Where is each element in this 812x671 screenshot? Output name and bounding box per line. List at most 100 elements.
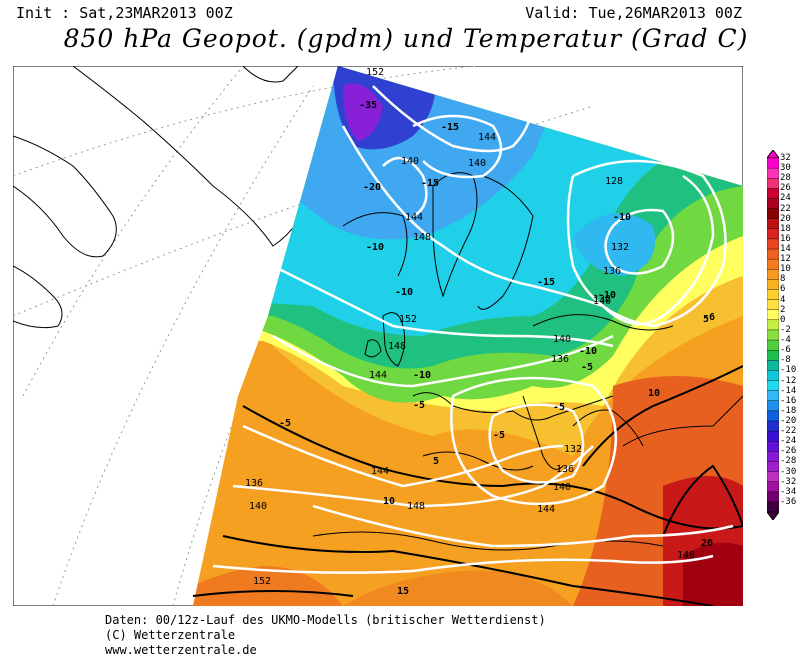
colorbar-cell (767, 248, 779, 260)
colorbar-label: 12 (780, 254, 791, 265)
colorbar-label: -36 (780, 496, 797, 507)
colorbar-top-arrow (767, 150, 779, 159)
coastline-europe (312, 172, 743, 551)
colorbar-cell (767, 380, 779, 392)
colorbar-cell (767, 157, 779, 169)
colorbar-label: 6 (780, 284, 786, 295)
colorbar-cell (767, 208, 779, 220)
colorbar-label: 26 (780, 183, 791, 194)
colorbar-cell (767, 491, 779, 503)
temp-label: -5 (581, 362, 593, 373)
colorbar-cell (767, 258, 779, 270)
geo-label: 136 (245, 478, 263, 489)
colorbar-cell (767, 279, 779, 291)
colorbar-label: -32 (780, 476, 797, 487)
colorbar-label: 30 (780, 163, 791, 174)
colorbar-cell (767, 420, 779, 432)
temp-label: 20 (701, 538, 713, 549)
colorbar-cell (767, 289, 779, 301)
data-source-footer: Daten: 00/12z-Lauf des UKMO-Modells (bri… (105, 613, 546, 658)
colorbar-cell (767, 188, 779, 200)
colorbar-label: -26 (780, 446, 797, 457)
temp-label: 5 (433, 456, 439, 467)
geo-label: 140 (593, 296, 611, 307)
colorbar-label: 28 (780, 173, 791, 184)
colorbar-label: -28 (780, 456, 797, 467)
temp-label: 15 (397, 586, 409, 597)
colorbar-cell (767, 329, 779, 341)
geo-label: 152 (399, 314, 417, 325)
geo-label: 144 (537, 504, 555, 515)
geo-label: 140 (468, 158, 486, 169)
colorbar-label: -20 (780, 415, 797, 426)
colorbar-label: 8 (780, 274, 786, 285)
colorbar-cell (767, 360, 779, 372)
colorbar-label: 4 (780, 294, 786, 305)
chart-title: 850 hPa Geopot. (gpdm) und Temperatur (G… (63, 24, 749, 53)
geo-label: 148 (413, 232, 431, 243)
colorbar-label: -16 (780, 395, 797, 406)
colorbar-label: 32 (780, 153, 791, 163)
colorbar-cell (767, 451, 779, 463)
geo-label: 136 (556, 464, 574, 475)
geo-label: 148 (388, 341, 406, 352)
color-scale-bar (767, 150, 779, 520)
temp-label: -5 (279, 418, 291, 429)
geo-label: 132 (564, 444, 582, 455)
colorbar-label: -14 (780, 385, 797, 396)
temp-label: 10 (383, 496, 395, 507)
footer-copyright: (C) Wetterzentrale (105, 628, 236, 642)
colorbar-cell (767, 349, 779, 361)
map-labels: 152 144 140 140 144 148 152 148 144 140 … (245, 67, 715, 597)
colorbar-cell (767, 501, 779, 513)
geo-label: 140 (249, 501, 267, 512)
colorbar-cell (767, 309, 779, 321)
geo-label: 140 (553, 334, 571, 345)
colorbar-label: -8 (780, 355, 791, 366)
geo-label: 132 (593, 294, 611, 305)
colorbar-label: 16 (780, 233, 791, 244)
geo-label: 148 (677, 550, 695, 561)
weather-map: 152 144 140 140 144 148 152 148 144 140 … (13, 66, 743, 606)
colorbar-cell (767, 400, 779, 412)
colorbar-cell (767, 370, 779, 382)
colorbar-cell (767, 319, 779, 331)
colorbar-label: -2 (780, 324, 791, 335)
colorbar-label: 24 (780, 193, 791, 204)
colorbar-label: -34 (780, 486, 797, 497)
isotherm-lines (192, 365, 743, 606)
temp-label: -15 (441, 122, 459, 133)
colorbar-cell (767, 228, 779, 240)
colorbar-label: 10 (780, 264, 791, 275)
colorbar-cell (767, 441, 779, 453)
geo-label: 144 (405, 212, 423, 223)
colorbar-bottom-arrow (767, 511, 779, 520)
colorbar-cell (767, 430, 779, 442)
graticule (13, 66, 594, 606)
colorbar-cell (767, 461, 779, 473)
colorbar-label: -22 (780, 426, 797, 437)
colorbar-cell (767, 167, 779, 179)
colorbar-label: 22 (780, 203, 791, 214)
temp-label: -10 (598, 290, 616, 301)
temp-label: -10 (366, 242, 384, 253)
colorbar-cell (767, 339, 779, 351)
geo-label: 132 (611, 242, 629, 253)
colorbar-cell (767, 481, 779, 493)
geo-label: 152 (366, 67, 384, 78)
geopotential-contours (212, 85, 734, 574)
temp-label: -10 (579, 346, 597, 357)
geo-label: 148 (407, 501, 425, 512)
temp-label: -15 (421, 178, 439, 189)
temp-label: 10 (648, 388, 660, 399)
init-time-label: Init : Sat,23MAR2013 00Z (16, 4, 233, 22)
geo-label: 144 (478, 132, 496, 143)
colorbar-cell (767, 410, 779, 422)
geo-label: 152 (253, 576, 271, 587)
colorbar-cell (767, 238, 779, 250)
colorbar-label: -24 (780, 436, 797, 447)
colorbar-cell (767, 198, 779, 210)
footer-website[interactable]: www.wetterzentrale.de (105, 643, 257, 657)
colorbar-label: 0 (780, 314, 786, 325)
geo-label: 144 (369, 370, 387, 381)
